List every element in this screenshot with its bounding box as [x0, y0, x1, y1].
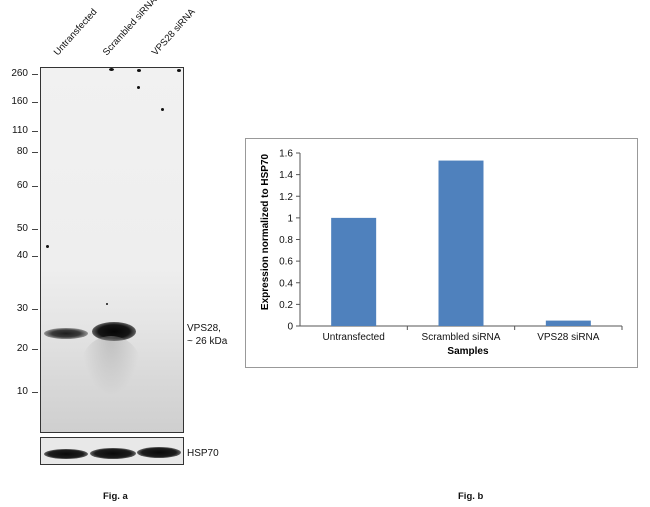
y-tick-label: 1.6	[279, 149, 293, 160]
bar-chart: Expression normalized to HSP70 Samples 0…	[260, 149, 623, 357]
y-tick-label: 1.4	[279, 170, 293, 181]
marker-tick	[32, 186, 38, 187]
hsp70-band-scrambled	[90, 448, 136, 459]
bar-untransfected	[331, 217, 377, 326]
marker-160: 160	[11, 96, 28, 107]
marker-10: 10	[16, 386, 28, 397]
x-tick-label: VPS28 siRNA	[537, 332, 600, 343]
marker-tick	[32, 309, 38, 310]
band-scrambled	[92, 322, 136, 341]
speck	[46, 245, 49, 248]
marker-20: 20	[16, 343, 28, 354]
x-tick-label: Untransfected	[323, 332, 385, 343]
speck	[137, 86, 140, 89]
y-tick-label: 1	[287, 213, 293, 224]
y-tick-label: 0.8	[279, 235, 293, 246]
speck	[106, 303, 108, 305]
y-tick-label: 1.2	[279, 192, 293, 203]
fig-a-caption: Fig. a	[103, 491, 128, 502]
marker-tick	[32, 152, 38, 153]
y-axis-label: Expression normalized to HSP70	[260, 153, 271, 310]
blot-membrane	[40, 67, 184, 433]
speck	[137, 69, 141, 72]
bar-vps28-sirna	[545, 320, 591, 326]
band-untransfected	[44, 328, 88, 339]
smear-scrambled	[81, 336, 141, 396]
bar-chart-panel: Expression normalized to HSP70 Samples 0…	[245, 138, 638, 368]
marker-tick	[32, 256, 38, 257]
marker-tick	[32, 392, 38, 393]
x-axis-label: Samples	[447, 346, 489, 357]
marker-50: 50	[16, 223, 28, 234]
loading-control-blot	[40, 437, 184, 465]
marker-80: 80	[16, 146, 28, 157]
hsp70-band-vps28	[137, 447, 181, 458]
band-label-line1: VPS28,	[187, 323, 221, 334]
fig-b-caption: Fig. b	[458, 491, 484, 502]
y-tick-label: 0.2	[279, 300, 293, 311]
marker-60: 60	[16, 180, 28, 191]
speck	[109, 68, 114, 71]
y-tick-label: 0	[287, 322, 293, 333]
y-tick-label: 0.6	[279, 257, 293, 268]
hsp70-label: HSP70	[187, 448, 219, 459]
marker-110: 110	[12, 125, 28, 136]
marker-260: 260	[11, 68, 28, 79]
marker-tick	[32, 349, 38, 350]
lane-label-untransfected: Untransfected	[51, 6, 100, 58]
band-label-line2: ~ 26 kDa	[187, 336, 228, 347]
y-tick-label: 0.4	[279, 278, 293, 289]
marker-tick	[32, 74, 38, 75]
marker-30: 30	[16, 303, 28, 314]
marker-tick	[32, 229, 38, 230]
x-tick-label: Scrambled siRNA	[422, 332, 501, 343]
speck	[161, 108, 164, 111]
speck	[177, 69, 181, 72]
marker-tick	[32, 102, 38, 103]
lane-label-vps28: VPS28 siRNA	[149, 6, 198, 58]
marker-tick	[32, 131, 38, 132]
hsp70-band-untransfected	[44, 449, 88, 459]
bar-scrambled-sirna	[438, 160, 484, 326]
marker-40: 40	[16, 250, 28, 261]
